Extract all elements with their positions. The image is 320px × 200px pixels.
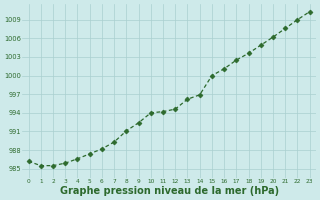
X-axis label: Graphe pression niveau de la mer (hPa): Graphe pression niveau de la mer (hPa) — [60, 186, 279, 196]
